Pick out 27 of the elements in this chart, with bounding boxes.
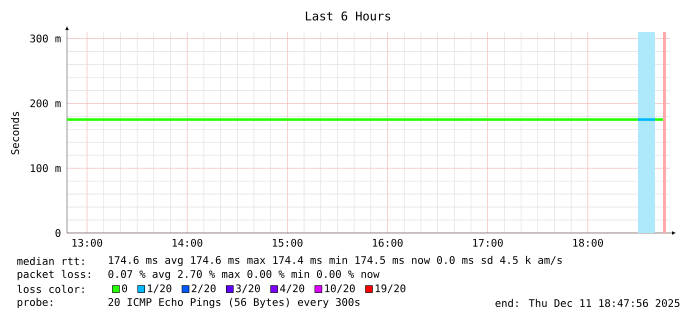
x-tick-label: 18:00 [573, 238, 603, 247]
y-tick-label: 100 m [30, 164, 61, 172]
legend-title: loss color: [18, 284, 84, 294]
text: 174.6 ms avg 174.6 ms max 174.4 ms min 174.5 ms now 0.0 ms sd 4.5 k am/s [108, 256, 562, 266]
legend-label: 3/20 [236, 284, 260, 294]
y-tick-label: 300 m [30, 34, 61, 42]
x-tick-label: 17:00 [473, 238, 503, 247]
text: end: Thu Dec 11 18:47:56 2025 [495, 298, 680, 308]
legend-label: 19/20 [376, 284, 406, 294]
y-tick-label: 200 m [30, 99, 61, 108]
legend-label: 2/20 [192, 284, 216, 294]
x-tick-label: 14:00 [172, 238, 202, 247]
y-axis-title: Seconds [10, 112, 20, 154]
text: 0.07 % avg 2.70 % max 0.00 % min 0.00 % now [108, 270, 380, 280]
legend-label: 10/20 [325, 284, 355, 294]
x-tick-label: 16:00 [372, 238, 403, 247]
legend-label: 1/20 [148, 284, 172, 294]
text: probe: [18, 298, 52, 308]
text: median rtt: [17, 256, 84, 266]
text: packet loss: [18, 270, 90, 280]
legend-label: 4/20 [280, 284, 304, 294]
y-tick-label: 0 [56, 229, 60, 237]
chart-title: Last 6 Hours [306, 11, 390, 21]
text: 20 ICMP Echo Pings (56 Bytes) every 300s [108, 298, 360, 308]
x-tick-label: 15:00 [272, 238, 302, 247]
x-tick-label: 13:00 [72, 238, 102, 247]
legend-label: 0 [122, 284, 128, 292]
